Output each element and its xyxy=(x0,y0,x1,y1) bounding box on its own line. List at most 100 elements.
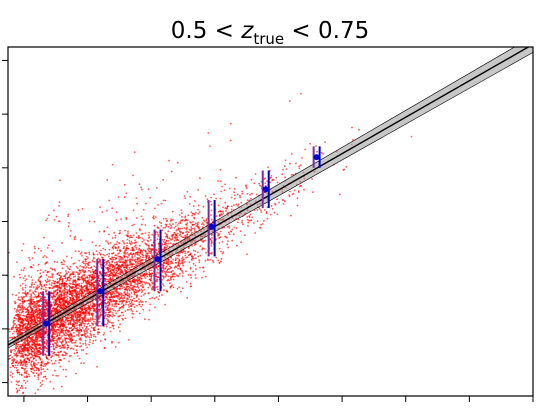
scatter-point xyxy=(37,332,40,334)
scatter-point xyxy=(97,333,99,335)
scatter-point xyxy=(109,326,111,329)
scatter-point xyxy=(87,318,89,321)
scatter-point xyxy=(86,289,88,292)
scatter-point xyxy=(202,223,205,226)
scatter-point xyxy=(76,345,79,348)
scatter-point xyxy=(194,222,197,225)
scatter-point xyxy=(73,335,76,338)
scatter-point xyxy=(180,269,183,272)
scatter-point xyxy=(128,286,131,289)
scatter-point xyxy=(179,267,182,269)
scatter-point xyxy=(22,350,25,352)
scatter-point xyxy=(186,222,189,225)
scatter-point xyxy=(189,266,192,269)
scatter-point xyxy=(64,277,67,280)
scatter-point xyxy=(203,240,205,242)
scatter-point xyxy=(45,281,48,284)
scatter-point xyxy=(148,292,150,294)
scatter-point xyxy=(52,310,55,313)
scatter-point xyxy=(43,365,45,367)
scatter-point xyxy=(138,282,141,285)
scatter-point xyxy=(153,297,156,300)
scatter-point xyxy=(52,323,55,326)
scatter-point xyxy=(91,317,94,320)
scatter-point xyxy=(105,266,107,269)
scatter-point xyxy=(93,320,95,323)
scatter-point xyxy=(94,299,97,302)
scatter-point xyxy=(44,345,47,348)
scatter-point xyxy=(164,241,167,244)
scatter-point xyxy=(26,322,28,325)
scatter-point xyxy=(283,200,286,203)
scatter-point xyxy=(154,216,157,219)
scatter-point xyxy=(130,292,133,294)
scatter-point xyxy=(102,247,105,250)
scatter-point xyxy=(162,244,164,246)
scatter-point xyxy=(180,290,182,293)
scatter-point xyxy=(410,135,413,138)
scatter-point xyxy=(31,279,34,281)
scatter-point xyxy=(45,274,48,276)
scatter-point xyxy=(161,275,164,277)
scatter-point xyxy=(187,250,190,253)
scatter-point xyxy=(156,271,159,274)
scatter-point xyxy=(113,231,116,234)
scatter-point xyxy=(219,230,222,233)
scatter-point xyxy=(106,179,109,181)
scatter-point xyxy=(22,243,25,245)
scatter-point xyxy=(33,334,36,336)
scatter-point xyxy=(66,316,69,318)
scatter-point xyxy=(57,297,60,299)
scatter-point xyxy=(78,331,81,333)
scatter-point xyxy=(157,298,160,301)
scatter-point xyxy=(142,208,145,211)
scatter-point xyxy=(161,278,164,281)
scatter-point xyxy=(56,278,59,280)
scatter-point xyxy=(56,261,59,263)
scatter-point xyxy=(68,289,71,291)
scatter-point xyxy=(51,250,54,252)
scatter-point xyxy=(44,286,47,289)
scatter-point xyxy=(128,236,131,239)
scatter-point xyxy=(53,209,55,212)
scatter-point xyxy=(58,201,61,204)
scatter-point xyxy=(127,309,130,311)
scatter-point xyxy=(10,336,13,339)
scatter-point xyxy=(31,371,34,374)
scatter-point xyxy=(24,290,27,293)
scatter-point xyxy=(169,275,172,278)
scatter-point xyxy=(84,279,87,282)
scatter-point xyxy=(218,237,221,239)
scatter-point xyxy=(17,306,19,309)
scatter-point xyxy=(210,253,213,255)
scatter-point xyxy=(245,184,248,187)
title-part-sub: true xyxy=(253,30,284,48)
scatter-point xyxy=(82,343,85,345)
scatter-point xyxy=(89,330,92,332)
scatter-point xyxy=(21,298,24,301)
scatter-point xyxy=(123,297,126,299)
scatter-point xyxy=(12,365,15,368)
scatter-point xyxy=(141,240,144,243)
scatter-point xyxy=(112,312,114,314)
scatter-point xyxy=(69,339,72,342)
scatter-point xyxy=(190,221,192,224)
scatter-point xyxy=(228,231,230,234)
scatter-point xyxy=(169,242,172,245)
scatter-point xyxy=(123,253,125,255)
scatter-point xyxy=(129,260,131,263)
scatter-point xyxy=(282,168,284,171)
scatter-point xyxy=(131,224,134,227)
scatter-point xyxy=(11,372,14,375)
scatter-point xyxy=(26,299,29,302)
scatter-point xyxy=(186,256,189,259)
scatter-point xyxy=(278,201,280,204)
scatter-point xyxy=(67,317,69,320)
scatter-point xyxy=(78,294,81,296)
scatter-point xyxy=(231,239,234,242)
scatter-point xyxy=(18,312,21,314)
scatter-point xyxy=(303,188,305,191)
scatter-point xyxy=(71,292,74,295)
scatter-point xyxy=(89,320,91,322)
scatter-point xyxy=(36,307,38,310)
